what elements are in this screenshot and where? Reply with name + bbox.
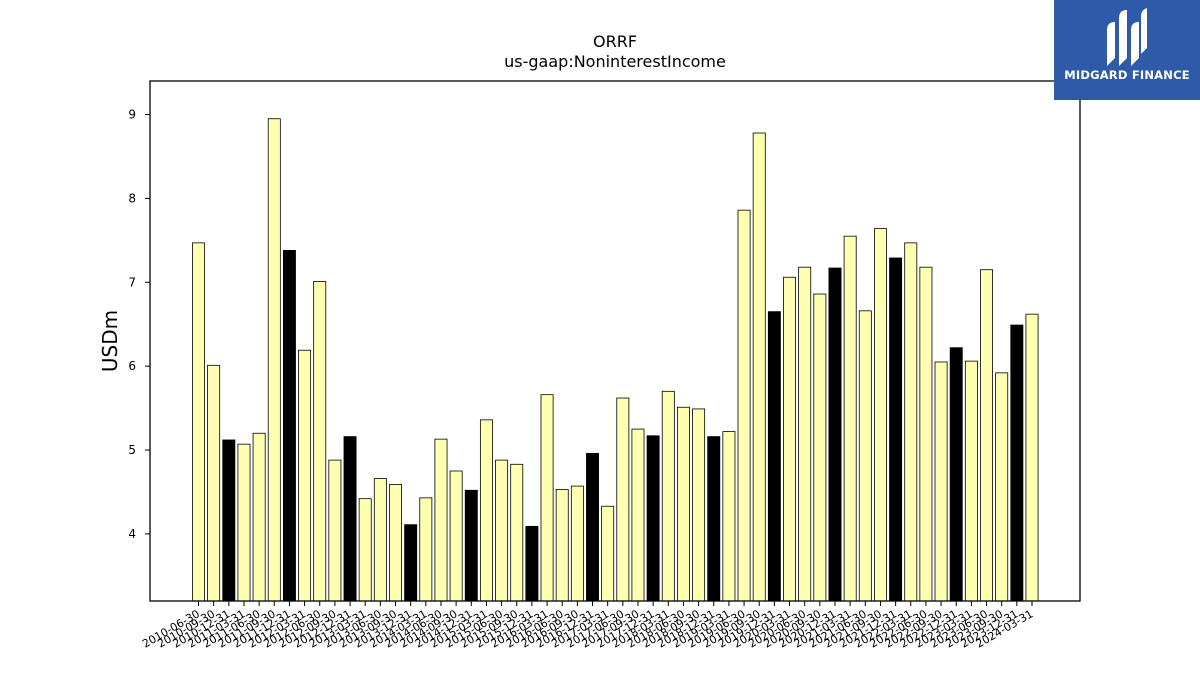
bar — [404, 524, 418, 602]
bar — [934, 361, 948, 602]
bar — [707, 436, 721, 602]
bar — [207, 364, 221, 602]
bar — [752, 132, 766, 602]
bar — [525, 525, 539, 602]
bar — [1025, 313, 1039, 602]
chart-title: ORRF — [592, 32, 638, 51]
bar — [980, 269, 993, 602]
bar — [828, 267, 842, 602]
bar — [661, 390, 675, 602]
bar — [798, 266, 812, 602]
plot-frame — [149, 80, 1081, 602]
bar — [813, 293, 827, 602]
y-tick-label: 8 — [128, 191, 136, 205]
y-tick-label: 9 — [128, 108, 136, 122]
y-axis-label: USDm — [98, 310, 122, 372]
bar — [449, 470, 463, 602]
bar — [298, 349, 312, 602]
y-tick-label: 4 — [128, 527, 136, 541]
bar — [358, 498, 372, 602]
bar — [646, 435, 660, 602]
bar — [282, 250, 296, 602]
bar — [419, 497, 433, 602]
bar — [389, 484, 402, 602]
bar — [192, 242, 205, 602]
bar — [843, 235, 857, 602]
y-tick-label: 6 — [128, 359, 136, 373]
bar — [737, 209, 751, 602]
bar — [252, 432, 266, 602]
bar — [328, 459, 342, 602]
brand-logo: MIDGARD FINANCE — [1054, 0, 1200, 100]
bars-group — [192, 118, 1039, 602]
bar — [555, 489, 569, 602]
bar — [464, 489, 478, 602]
bar — [889, 257, 903, 602]
bar — [540, 394, 554, 602]
bar — [873, 228, 887, 602]
bar — [222, 439, 236, 602]
bar — [373, 478, 387, 602]
bar — [1010, 324, 1024, 602]
bar — [949, 347, 963, 602]
y-tick-label: 5 — [128, 443, 136, 457]
bar — [964, 360, 978, 602]
bar — [783, 276, 796, 602]
bar — [722, 431, 736, 602]
bar — [570, 485, 584, 602]
bar — [676, 406, 690, 602]
bar — [510, 463, 524, 602]
y-tick-label: 7 — [128, 275, 136, 289]
x-axis: 2010-06-302010-09-302010-12-312011-03-31… — [140, 601, 1036, 651]
bar — [995, 372, 1009, 602]
bar — [616, 397, 630, 602]
bar — [904, 242, 918, 602]
chart-subtitle: us-gaap:NoninterestIncome — [504, 52, 726, 71]
bar — [267, 118, 281, 602]
midgard-logo-icon — [1107, 8, 1147, 66]
brand-name: MIDGARD FINANCE — [1064, 68, 1190, 82]
bar — [767, 311, 781, 602]
bar — [919, 266, 933, 602]
bar — [313, 281, 327, 602]
bar — [631, 428, 645, 602]
bar — [434, 438, 448, 602]
bar — [343, 436, 357, 602]
bar — [495, 459, 509, 602]
bar — [692, 408, 706, 602]
bar — [237, 443, 251, 602]
bar — [601, 505, 615, 602]
y-axis: 4 5 6 7 8 9 — [128, 108, 150, 541]
bar — [858, 310, 872, 602]
bar — [586, 452, 599, 602]
bar — [479, 419, 493, 602]
